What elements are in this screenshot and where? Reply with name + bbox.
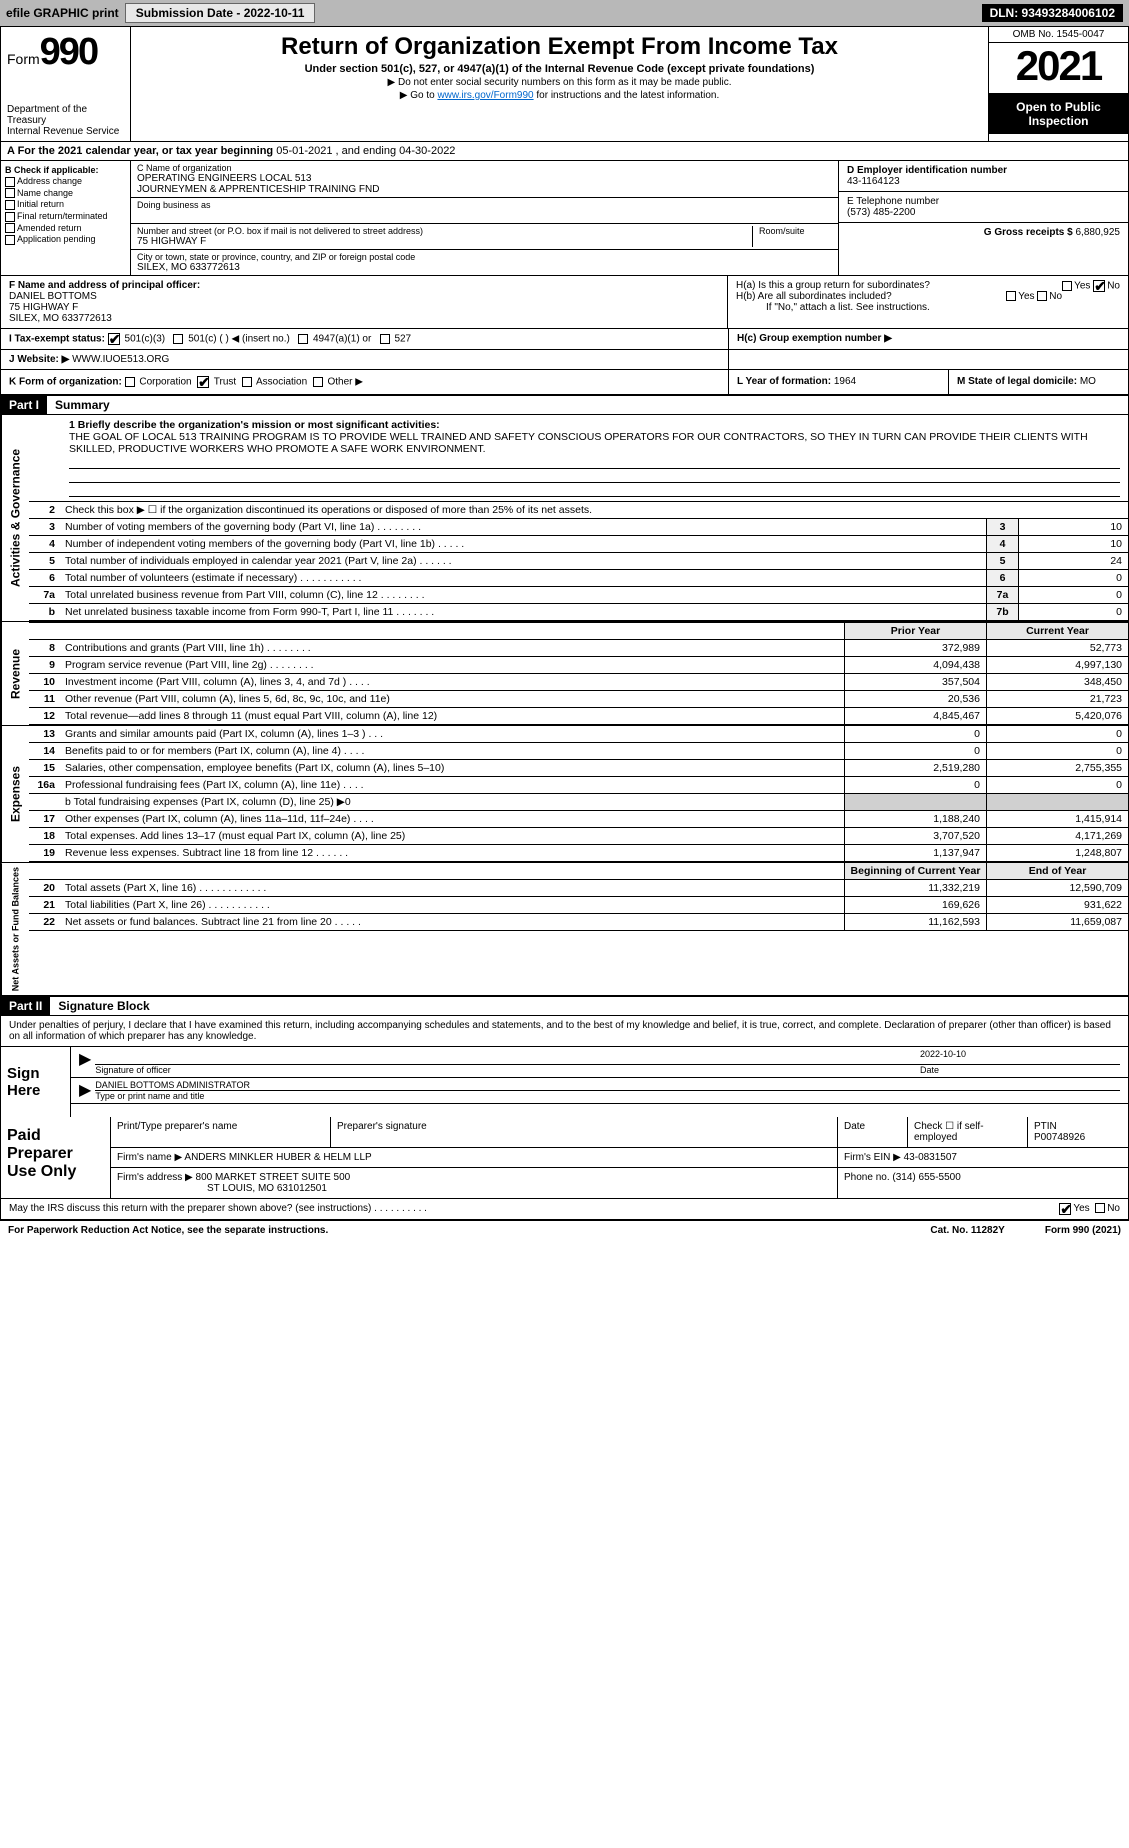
financial-line: 12Total revenue—add lines 8 through 11 (… <box>29 708 1128 725</box>
netassets-block: Net Assets or Fund Balances Beginning of… <box>1 863 1128 997</box>
section-b: B Check if applicable: Address change Na… <box>1 161 131 275</box>
paid-preparer-block: Paid Preparer Use Only Print/Type prepar… <box>1 1117 1128 1199</box>
section-i: I Tax-exempt status: 501(c)(3) 501(c) ( … <box>1 329 1128 350</box>
efile-label: efile GRAPHIC print <box>6 6 119 20</box>
activities-governance: Activities & Governance 1 Briefly descri… <box>1 415 1128 622</box>
firm-phone: (314) 655-5500 <box>892 1172 960 1183</box>
cb-discuss-no[interactable] <box>1095 1203 1105 1213</box>
omb-number: OMB No. 1545-0047 <box>989 27 1128 43</box>
dept-label: Department of the Treasury <box>7 104 124 126</box>
financial-line: 19Revenue less expenses. Subtract line 1… <box>29 845 1128 862</box>
officer-printed: DANIEL BOTTOMS ADMINISTRATOR <box>95 1080 1120 1091</box>
cb-discuss-yes[interactable] <box>1059 1203 1071 1215</box>
summary-line: bNet unrelated business taxable income f… <box>29 604 1128 621</box>
revenue-block: Revenue Prior Year Current Year 8Contrib… <box>1 622 1128 726</box>
penalty-statement: Under penalties of perjury, I declare th… <box>1 1016 1128 1047</box>
cb-name[interactable]: Name change <box>5 188 126 199</box>
city-state-zip: SILEX, MO 633772613 <box>137 262 832 273</box>
financial-line: 22Net assets or fund balances. Subtract … <box>29 914 1128 931</box>
financial-line: 14Benefits paid to or for members (Part … <box>29 743 1128 760</box>
form-990: Form990 Department of the Treasury Inter… <box>0 26 1129 1221</box>
gross-receipts: 6,880,925 <box>1076 227 1121 238</box>
mission-text: THE GOAL OF LOCAL 513 TRAINING PROGRAM I… <box>69 431 1120 455</box>
ptin: P00748926 <box>1034 1132 1085 1143</box>
tax-year: 2021 <box>989 43 1128 94</box>
summary-line: 7aTotal unrelated business revenue from … <box>29 587 1128 604</box>
financial-line: 15Salaries, other compensation, employee… <box>29 760 1128 777</box>
ssn-note: ▶ Do not enter social security numbers o… <box>139 77 980 88</box>
part2-header: Part II Signature Block <box>1 997 1128 1016</box>
section-klm: K Form of organization: Corporation Trus… <box>1 370 1128 396</box>
phone: (573) 485-2200 <box>847 207 915 218</box>
section-bcde: B Check if applicable: Address change Na… <box>1 161 1128 276</box>
page-footer: For Paperwork Reduction Act Notice, see … <box>0 1221 1129 1240</box>
form-number: Form990 <box>7 31 124 74</box>
cb-initial[interactable]: Initial return <box>5 199 126 210</box>
cb-pending[interactable]: Application pending <box>5 234 126 245</box>
org-name-1: OPERATING ENGINEERS LOCAL 513 <box>137 173 832 184</box>
dln-label: DLN: 93493284006102 <box>982 4 1123 22</box>
section-c: C Name of organization OPERATING ENGINEE… <box>131 161 838 275</box>
cb-trust[interactable] <box>197 376 209 388</box>
form-title: Return of Organization Exempt From Incom… <box>139 33 980 61</box>
tax-year-line: A For the 2021 calendar year, or tax yea… <box>1 142 1128 161</box>
financial-line: 11Other revenue (Part VIII, column (A), … <box>29 691 1128 708</box>
year-formation: 1964 <box>834 376 856 387</box>
cb-final[interactable]: Final return/terminated <box>5 211 126 222</box>
instructions-note: ▶ Go to www.irs.gov/Form990 for instruct… <box>139 90 980 101</box>
section-j: J Website: ▶ WWW.IUOE513.ORG <box>1 350 1128 370</box>
form-subtitle: Under section 501(c), 527, or 4947(a)(1)… <box>139 63 980 75</box>
submission-date-button[interactable]: Submission Date - 2022-10-11 <box>125 3 316 23</box>
financial-line: 16aProfessional fundraising fees (Part I… <box>29 777 1128 794</box>
top-toolbar: efile GRAPHIC print Submission Date - 20… <box>0 0 1129 26</box>
financial-line: 20Total assets (Part X, line 16) . . . .… <box>29 880 1128 897</box>
financial-line: 13Grants and similar amounts paid (Part … <box>29 726 1128 743</box>
financial-line: 17Other expenses (Part IX, column (A), l… <box>29 811 1128 828</box>
financial-line: 8Contributions and grants (Part VIII, li… <box>29 640 1128 657</box>
form-header: Form990 Department of the Treasury Inter… <box>1 27 1128 142</box>
ein: 43-1164123 <box>847 176 900 187</box>
discuss-row: May the IRS discuss this return with the… <box>1 1199 1128 1220</box>
street-address: 75 HIGHWAY F <box>137 236 752 247</box>
sig-date: 2022-10-10 <box>920 1049 1120 1065</box>
cb-501c3[interactable] <box>108 333 120 345</box>
firm-addr1: 800 MARKET STREET SUITE 500 <box>196 1172 351 1183</box>
financial-line: 10Investment income (Part VIII, column (… <box>29 674 1128 691</box>
financial-line: 21Total liabilities (Part X, line 26) . … <box>29 897 1128 914</box>
sign-here-block: Sign Here ▶ Signature of officer 2022-10… <box>1 1047 1128 1117</box>
expenses-block: Expenses 13Grants and similar amounts pa… <box>1 726 1128 863</box>
open-inspection: Open to Public Inspection <box>989 94 1128 134</box>
org-name-2: JOURNEYMEN & APPRENTICESHIP TRAINING FND <box>137 184 832 195</box>
irs-label: Internal Revenue Service <box>7 126 124 137</box>
mission-block: 1 Briefly describe the organization's mi… <box>29 415 1128 502</box>
section-de: D Employer identification number 43-1164… <box>838 161 1128 275</box>
summary-line: 4Number of independent voting members of… <box>29 536 1128 553</box>
irs-link[interactable]: www.irs.gov/Form990 <box>437 90 533 101</box>
financial-line: 18Total expenses. Add lines 13–17 (must … <box>29 828 1128 845</box>
website: WWW.IUOE513.ORG <box>72 354 169 365</box>
cb-address[interactable]: Address change <box>5 176 126 187</box>
firm-ein: 43-0831507 <box>904 1152 957 1163</box>
firm-name: ANDERS MINKLER HUBER & HELM LLP <box>184 1152 371 1163</box>
firm-addr2: ST LOUIS, MO 631012501 <box>207 1183 327 1194</box>
summary-line: 6Total number of volunteers (estimate if… <box>29 570 1128 587</box>
summary-line: 5Total number of individuals employed in… <box>29 553 1128 570</box>
part1-header: Part I Summary <box>1 396 1128 415</box>
section-fh: F Name and address of principal officer:… <box>1 276 1128 329</box>
state-domicile: MO <box>1080 376 1096 387</box>
cb-amended[interactable]: Amended return <box>5 223 126 234</box>
financial-line: 9Program service revenue (Part VIII, lin… <box>29 657 1128 674</box>
summary-line: 3Number of voting members of the governi… <box>29 519 1128 536</box>
officer-name: DANIEL BOTTOMS <box>9 291 97 302</box>
